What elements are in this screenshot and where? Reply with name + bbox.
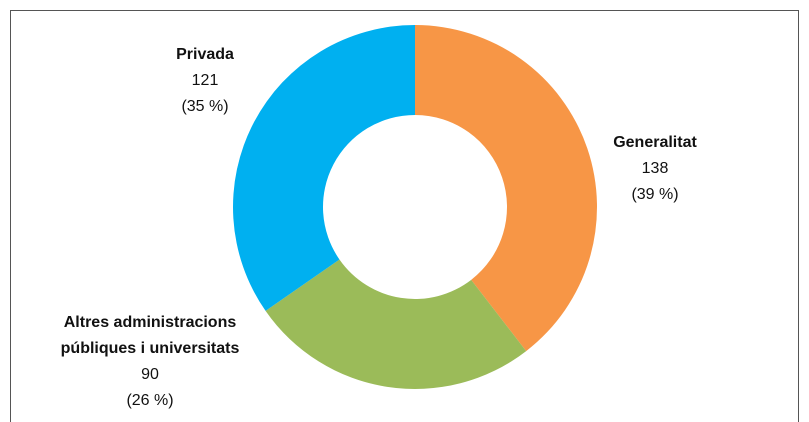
value-label: 138: [641, 160, 669, 177]
donut-slice: [415, 25, 597, 352]
percent-label: (26 %): [126, 392, 174, 409]
slice-label: Generalitat 138 (39 %): [575, 130, 735, 208]
category-label: Privada: [176, 46, 234, 63]
value-label: 90: [141, 366, 159, 383]
value-label: 121: [191, 72, 219, 89]
donut-slice: [265, 259, 527, 389]
donut-slice: [233, 25, 415, 311]
percent-label: (35 %): [181, 98, 229, 115]
slice-label: Altres administracions públiques i unive…: [25, 310, 275, 414]
percent-label: (39 %): [631, 186, 679, 203]
category-label: Altres administracions públiques i unive…: [60, 314, 240, 357]
slice-label: Privada 121 (35 %): [130, 42, 280, 120]
chart-frame: [10, 10, 799, 422]
category-label: Generalitat: [613, 134, 697, 151]
